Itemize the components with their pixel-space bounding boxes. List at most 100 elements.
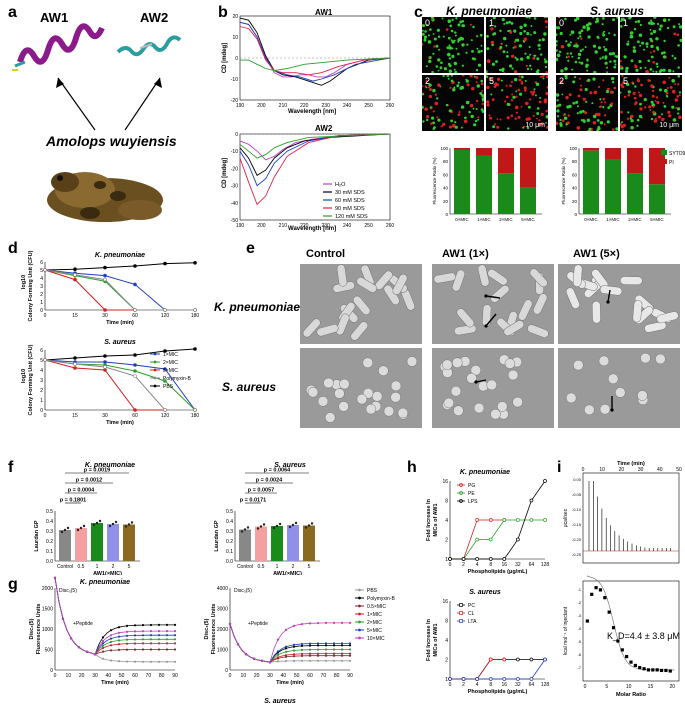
f-kp-xlabel: AW1(×MIC) [93, 571, 122, 575]
h-sa-xtick: 128 [541, 682, 550, 688]
i-bottom-ytick: -5 [577, 639, 581, 644]
d-sa-polyb-point [163, 408, 167, 412]
f-kp-dot [108, 524, 112, 528]
i-bottom-ytick: -7 [577, 665, 581, 670]
panel-letter-f: f [8, 459, 14, 476]
i-top-ylabel: μcal/sec [563, 508, 569, 527]
h-sa-legend-marker [459, 603, 463, 607]
b-bot-xtick: 250 [364, 223, 373, 229]
f-kp-dot [92, 523, 96, 527]
h-sa-lta-point [461, 677, 466, 681]
h-kp-lps-point [516, 537, 520, 542]
f-sa-bar [271, 526, 283, 561]
d-kp-polyb-point [193, 308, 197, 312]
g-kp-s0-point [117, 660, 121, 663]
d-sa-polyb-point [103, 365, 107, 369]
i-top-xtick: 40 [657, 467, 663, 473]
g-kp-s1-point [173, 623, 177, 626]
g-sa-s0-point [308, 659, 312, 662]
g-kp-s5-point [109, 637, 113, 640]
b-top-120 [240, 57, 391, 72]
f-kp-ytick: 0.5 [46, 509, 53, 515]
g-kp-s1-point [149, 623, 153, 627]
g-sa-s6-point [292, 624, 296, 627]
e-sem-rod [644, 321, 667, 333]
f-sa-ytick: 0.4 [226, 519, 233, 525]
e-sem-coccus [383, 405, 395, 417]
g-sa-xtick: 90 [347, 673, 353, 679]
g-kp-s6-point [165, 630, 169, 633]
i-top-ytick: -0.20 [572, 537, 582, 542]
c-micro-tile: 1 [620, 17, 682, 73]
h-sa-lta-point [488, 677, 493, 681]
h-sa-legend-marker [459, 611, 463, 615]
b-top-xtick: 260 [386, 103, 395, 109]
e-sem-rod [477, 264, 490, 287]
g-sa-s5-point [324, 642, 328, 645]
b-top-xtick: 190 [236, 103, 245, 109]
e-sem-coccus [441, 359, 453, 371]
f-sa-title: S. aureus [274, 462, 306, 469]
f-kp-dot [66, 526, 70, 530]
g-kp-s0-point [109, 659, 113, 662]
c-tile-label: 1 [623, 18, 629, 28]
e-sem-rod [487, 268, 508, 286]
g-kp-s5-point [117, 635, 121, 638]
i-datapoint [620, 648, 624, 652]
g-sa-s1-point [332, 644, 336, 647]
c-micro-dots [422, 75, 484, 131]
panel-a: AW1 AW2 Amolops wuyiensis [0, 0, 215, 238]
g-kp-xtick: 70 [146, 673, 152, 679]
i-bottom-xtick: 0 [584, 684, 587, 690]
i-datapoint [638, 666, 642, 670]
f-sa-xlabel: AW1(×MIC) [273, 571, 302, 575]
d-legend-label: Polymyxin-B [163, 376, 191, 382]
f-sa-ytick: 0.0 [226, 559, 233, 565]
c-legend-swatch [661, 150, 667, 155]
i-bottom-ytick: -6 [577, 652, 581, 657]
d-kp-ytick: 4 [40, 276, 43, 282]
g-kp-xtick: 50 [119, 673, 125, 679]
f-kp-ytick: 0.2 [46, 539, 53, 545]
e-sem-coccus [452, 357, 463, 368]
e-sem-coccus [453, 405, 464, 416]
f-sa-pvalue: p = 0.0171 [240, 498, 266, 504]
g-sa-xtick: 30 [267, 673, 273, 679]
g-sa-s0-point [348, 659, 352, 662]
g-legend-label: 0.5×MIC [367, 604, 386, 610]
g-kp-s4-point [141, 638, 145, 641]
h-sa-xlabel: Phospholipids (μg/mL) [468, 689, 528, 695]
e-sem-rod [452, 269, 466, 292]
e-arrow [485, 295, 501, 299]
f-sa-dot [304, 526, 308, 529]
d-sa-ytick: 3 [40, 378, 43, 384]
c-micro-dots [556, 17, 618, 73]
f-sa-dot [272, 526, 276, 530]
g-kp-s2-point [101, 650, 105, 653]
e-sem-coccus [584, 404, 595, 416]
h-kp-pe-point [475, 537, 479, 542]
f-kp-dot [127, 523, 131, 526]
c-sa-bar-pi [605, 148, 621, 160]
h-sa-legend-label: PC [468, 603, 475, 609]
g-kp-s6-point [77, 646, 81, 649]
i-datapoint [594, 586, 598, 590]
g-kp-s6-point [125, 630, 129, 633]
g-sa-s3-point [340, 652, 344, 655]
g-kp-s0-point [101, 657, 105, 660]
g-sa-s5-point [340, 642, 344, 645]
aw1-title: AW1 [40, 10, 69, 25]
d-kp-pbs-point [133, 264, 137, 268]
panel-letter-i: i [557, 459, 562, 476]
i-datapoint [625, 654, 629, 659]
h-sa-legend-label: CL [468, 611, 475, 617]
d-kp-xlabel: Time (min) [106, 320, 134, 326]
g-sa-s4-point [292, 649, 296, 652]
species-name: Amolops wuyiensis [46, 133, 177, 149]
d-kp-polyb-point [73, 272, 77, 277]
g-kp-s3-point [157, 642, 161, 645]
g-sa-s6-point [236, 643, 240, 646]
g-legend-marker [358, 612, 361, 616]
g-kp-s5-point [149, 634, 153, 637]
c-kp-xtick: 0×MIC [455, 217, 469, 222]
